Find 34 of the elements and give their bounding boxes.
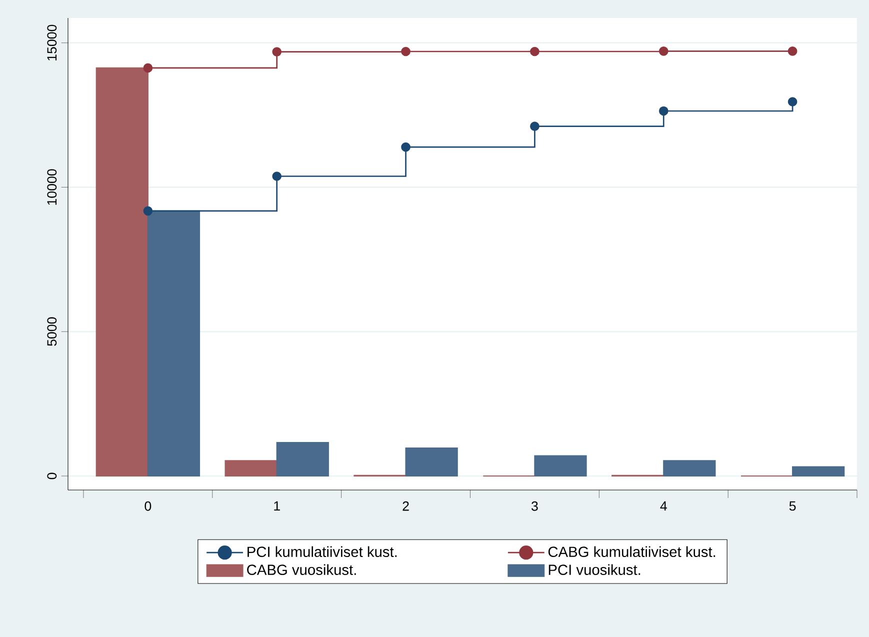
point	[658, 106, 668, 116]
point	[272, 47, 282, 56]
legend-label: CABG kumulatiiviset kust.	[548, 546, 716, 558]
y-tick-label: 5000	[47, 317, 57, 346]
legend-label: CABG vuosikust.	[247, 564, 356, 576]
y-tick-label: 10000	[47, 169, 57, 205]
x-tick-label: 3	[531, 501, 538, 511]
bar	[792, 466, 845, 477]
x-tick-label: 1	[274, 501, 280, 511]
point	[530, 46, 540, 56]
y-tick-label: 0	[47, 472, 57, 480]
x-tick-label: 5	[789, 501, 796, 511]
y-tick-label: 15000	[47, 24, 57, 60]
x-tick-label: 4	[660, 501, 667, 511]
bar	[276, 442, 329, 477]
bar	[147, 210, 200, 477]
legend-label: PCI vuosikust.	[548, 564, 640, 576]
legend-label: PCI kumulatiiviset kust.	[248, 546, 397, 558]
bar	[224, 460, 278, 477]
point	[143, 63, 153, 73]
point	[658, 46, 668, 56]
point	[788, 46, 798, 56]
x-tick-label: 0	[144, 501, 152, 511]
bar	[96, 67, 148, 477]
point	[272, 172, 282, 181]
bar	[663, 460, 716, 477]
point	[788, 97, 798, 106]
bar	[534, 455, 587, 477]
point	[143, 206, 153, 216]
point	[401, 46, 410, 56]
x-tick-label: 2	[402, 501, 409, 511]
bar	[405, 447, 458, 477]
point	[401, 142, 410, 152]
point	[530, 122, 540, 131]
